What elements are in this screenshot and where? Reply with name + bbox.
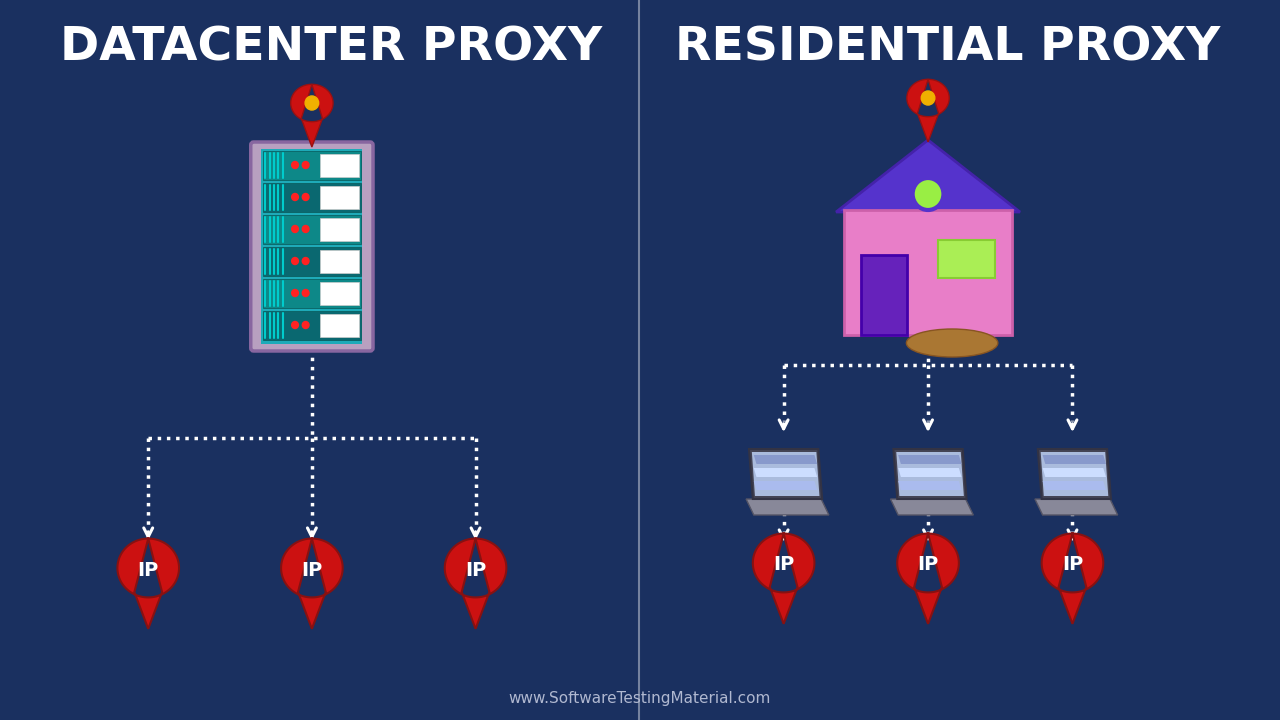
Circle shape xyxy=(302,225,308,233)
Bar xyxy=(320,217,358,240)
Circle shape xyxy=(302,289,308,297)
Bar xyxy=(320,186,358,209)
Polygon shape xyxy=(1041,452,1108,496)
Circle shape xyxy=(292,225,298,233)
Polygon shape xyxy=(1043,481,1106,490)
PathPatch shape xyxy=(906,79,950,142)
PathPatch shape xyxy=(897,534,959,624)
Circle shape xyxy=(922,91,934,105)
Text: www.SoftwareTestingMaterial.com: www.SoftwareTestingMaterial.com xyxy=(508,690,771,706)
Polygon shape xyxy=(754,455,817,464)
Polygon shape xyxy=(754,481,817,490)
Circle shape xyxy=(913,178,943,210)
Polygon shape xyxy=(899,481,961,490)
Bar xyxy=(320,282,358,305)
Bar xyxy=(844,210,1012,335)
Circle shape xyxy=(302,322,308,328)
Ellipse shape xyxy=(906,329,998,357)
Bar xyxy=(320,153,358,176)
PathPatch shape xyxy=(753,534,814,624)
Bar xyxy=(264,182,361,212)
Polygon shape xyxy=(1038,449,1111,499)
Polygon shape xyxy=(896,452,964,496)
Circle shape xyxy=(302,258,308,264)
Text: DATACENTER PROXY: DATACENTER PROXY xyxy=(60,25,602,71)
Bar xyxy=(264,246,361,276)
Text: RESIDENTIAL PROXY: RESIDENTIAL PROXY xyxy=(675,25,1220,71)
Polygon shape xyxy=(899,468,961,477)
Polygon shape xyxy=(893,449,966,499)
Circle shape xyxy=(292,258,298,264)
Polygon shape xyxy=(891,499,973,515)
Text: IP: IP xyxy=(1062,556,1083,575)
PathPatch shape xyxy=(118,539,179,629)
PathPatch shape xyxy=(282,539,343,629)
Bar xyxy=(264,150,361,179)
FancyBboxPatch shape xyxy=(251,142,372,351)
Bar xyxy=(320,250,358,272)
Polygon shape xyxy=(749,449,822,499)
Polygon shape xyxy=(746,499,829,515)
Text: IP: IP xyxy=(918,556,938,575)
Polygon shape xyxy=(899,455,961,464)
Circle shape xyxy=(305,96,319,110)
Polygon shape xyxy=(751,452,819,496)
Text: IP: IP xyxy=(301,560,323,580)
Bar xyxy=(938,240,996,278)
Circle shape xyxy=(292,194,298,200)
Bar xyxy=(261,149,362,344)
Circle shape xyxy=(292,161,298,168)
PathPatch shape xyxy=(444,539,507,629)
Polygon shape xyxy=(1036,499,1117,515)
Polygon shape xyxy=(836,140,1020,212)
Bar xyxy=(264,215,361,243)
Bar xyxy=(861,255,908,335)
PathPatch shape xyxy=(291,84,333,147)
Polygon shape xyxy=(1043,468,1106,477)
Circle shape xyxy=(302,194,308,200)
PathPatch shape xyxy=(1042,534,1103,624)
Circle shape xyxy=(292,289,298,297)
Circle shape xyxy=(292,322,298,328)
Polygon shape xyxy=(1043,455,1106,464)
Polygon shape xyxy=(754,468,817,477)
Text: IP: IP xyxy=(137,560,159,580)
Circle shape xyxy=(302,161,308,168)
Bar xyxy=(320,313,358,336)
Bar xyxy=(264,279,361,307)
Text: IP: IP xyxy=(773,556,795,575)
Bar xyxy=(264,310,361,340)
Text: IP: IP xyxy=(465,560,486,580)
